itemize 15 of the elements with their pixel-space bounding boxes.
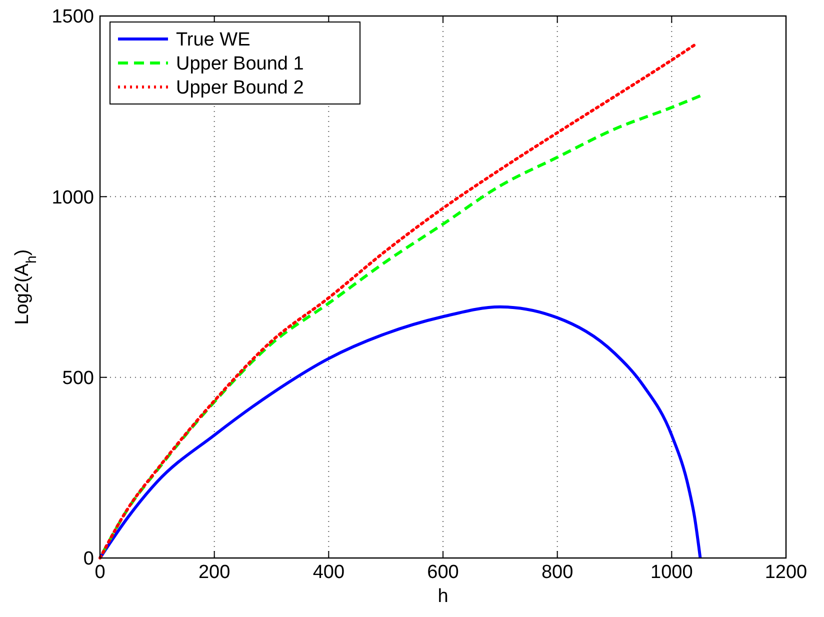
- x-tick-label: 1000: [650, 562, 693, 583]
- legend-label: True WE: [176, 30, 250, 51]
- x-tick-label: 600: [427, 562, 459, 583]
- x-tick-label: 200: [198, 562, 230, 583]
- x-tick-label: 1200: [764, 562, 808, 583]
- line-series: [98, 305, 702, 560]
- legend-label: Upper Bound 2: [176, 78, 304, 99]
- legend-label: Upper Bound 1: [176, 54, 304, 75]
- x-tick-label: 400: [312, 562, 345, 583]
- y-tick-label: 1500: [52, 6, 94, 28]
- y-tick-label: 0: [83, 548, 94, 570]
- x-tick-label: 800: [541, 562, 574, 583]
- y-tick-label: 500: [62, 368, 94, 389]
- x-axis-title: h: [438, 586, 448, 607]
- y-tick-label: 1000: [52, 187, 94, 208]
